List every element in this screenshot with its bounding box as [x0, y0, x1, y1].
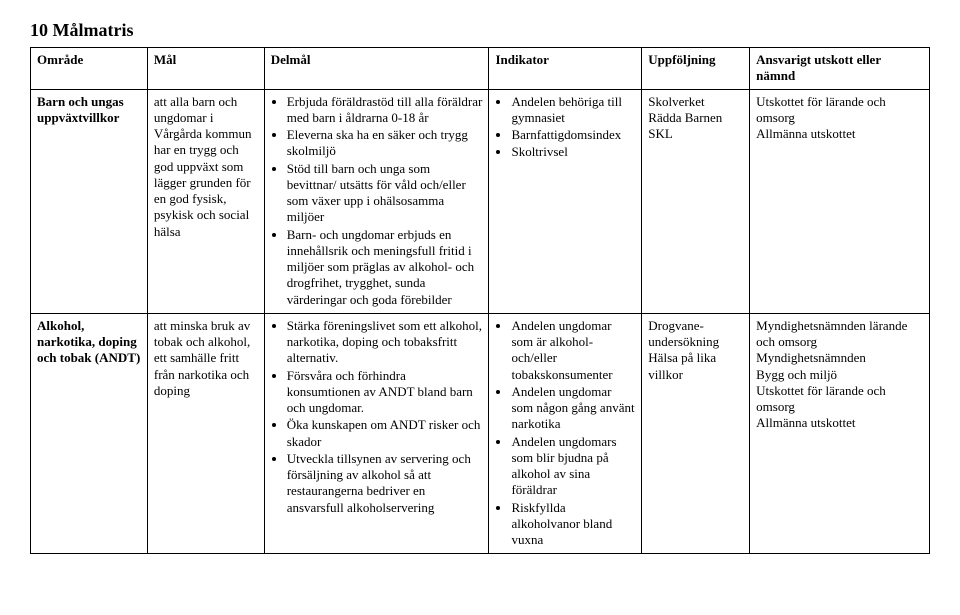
header-uppfoljning: Uppföljning [642, 48, 750, 90]
table-header-row: Område Mål Delmål Indikator Uppföljning … [31, 48, 930, 90]
cell-omrade: Alkohol, narkotika, doping och tobak (AN… [31, 313, 148, 554]
list-item: Stärka föreningslivet som ett alkohol, n… [287, 318, 483, 367]
list-item: Barn- och ungdomar erbjuds en innehållsr… [287, 227, 483, 308]
header-omrade: Område [31, 48, 148, 90]
cell-uppfoljning: SkolverketRädda BarnenSKL [642, 89, 750, 313]
cell-mal: att alla barn och ungdomar i Vårgårda ko… [147, 89, 264, 313]
list-item: Skoltrivsel [511, 144, 635, 160]
cell-uppfoljning: Drogvane-undersökningHälsa på lika villk… [642, 313, 750, 554]
list-item: Andelen ungdomars som blir bjudna på alk… [511, 434, 635, 499]
list-item: Öka kunskapen om ANDT risker och skador [287, 417, 483, 450]
header-indikator: Indikator [489, 48, 642, 90]
page-title: 10 Målmatris [30, 20, 930, 41]
cell-omrade: Barn och ungas uppväxtvillkor [31, 89, 148, 313]
table-body: Barn och ungas uppväxtvillkoratt alla ba… [31, 89, 930, 554]
list-item: Eleverna ska ha en säker och trygg skolm… [287, 127, 483, 160]
list-item: Erbjuda föräldrastöd till alla föräldrar… [287, 94, 483, 127]
list-item: Andelen ungdomar som är alkohol- och/ell… [511, 318, 635, 383]
list-item: Barnfattigdomsindex [511, 127, 635, 143]
list-item: Utveckla tillsynen av servering och förs… [287, 451, 483, 516]
cell-delmal: Stärka föreningslivet som ett alkohol, n… [264, 313, 489, 554]
list-item: Andelen behöriga till gymnasiet [511, 94, 635, 127]
cell-ansvarig: Myndighetsnämnden lärande och omsorgMynd… [750, 313, 930, 554]
header-delmal: Delmål [264, 48, 489, 90]
table-row: Barn och ungas uppväxtvillkoratt alla ba… [31, 89, 930, 313]
cell-delmal: Erbjuda föräldrastöd till alla föräldrar… [264, 89, 489, 313]
table-row: Alkohol, narkotika, doping och tobak (AN… [31, 313, 930, 554]
header-mal: Mål [147, 48, 264, 90]
malmatris-table: Område Mål Delmål Indikator Uppföljning … [30, 47, 930, 554]
cell-ansvarig: Utskottet för lärande och omsorgAllmänna… [750, 89, 930, 313]
header-ansvarig: Ansvarigt utskott eller nämnd [750, 48, 930, 90]
cell-indikator: Andelen behöriga till gymnasietBarnfatti… [489, 89, 642, 313]
list-item: Försvåra och förhindra konsumtionen av A… [287, 368, 483, 417]
list-item: Stöd till barn och unga som bevittnar/ u… [287, 161, 483, 226]
cell-mal: att minska bruk av tobak och alkohol, et… [147, 313, 264, 554]
list-item: Riskfyllda alkoholvanor bland vuxna [511, 500, 635, 549]
list-item: Andelen ungdomar som någon gång använt n… [511, 384, 635, 433]
cell-indikator: Andelen ungdomar som är alkohol- och/ell… [489, 313, 642, 554]
